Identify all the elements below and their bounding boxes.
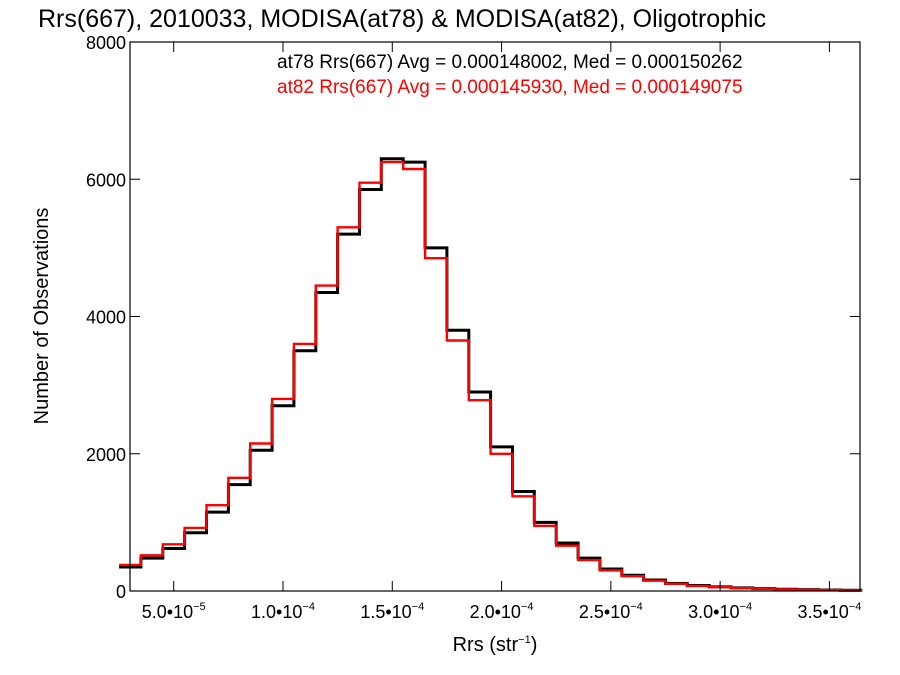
x-tick-exponent: −4 xyxy=(521,601,534,613)
series-line-1 xyxy=(119,160,863,592)
annotation-at78: at78 Rrs(667) Avg = 0.000148002, Med = 0… xyxy=(277,52,743,73)
x-axis-label-text: Rrs (str xyxy=(453,634,519,656)
x-tick-exponent: −5 xyxy=(193,601,206,613)
annotation-at82: at82 Rrs(667) Avg = 0.000145930, Med = 0… xyxy=(277,77,743,98)
x-tick-mantissa: 1.5•10 xyxy=(360,602,411,622)
x-tick-exponent: −4 xyxy=(412,601,425,613)
x-tick-label: 1.5•10−4 xyxy=(360,601,424,622)
x-tick-exponent: −4 xyxy=(849,601,862,613)
x-tick-exponent: −4 xyxy=(630,601,643,613)
y-tick-label: 2000 xyxy=(86,445,126,465)
x-tick-mantissa: 3.5•10 xyxy=(797,602,848,622)
y-tick-label: 8000 xyxy=(86,33,126,53)
y-tick-label: 0 xyxy=(116,582,126,602)
y-tick-label: 4000 xyxy=(86,308,126,328)
x-tick-label: 2.5•10−4 xyxy=(579,601,643,622)
x-tick-mantissa: 5.0•10 xyxy=(142,602,193,622)
chart-title: Rrs(667), 2010033, MODISA(at78) & MODISA… xyxy=(38,5,766,33)
x-tick-mantissa: 3.0•10 xyxy=(688,602,739,622)
plot-series xyxy=(119,157,863,592)
x-tick-label: 5.0•10−5 xyxy=(142,601,206,622)
x-tick-label: 1.0•10−4 xyxy=(251,601,315,622)
y-axis-ticks: 0 2000 4000 6000 8000 xyxy=(86,33,860,602)
x-tick-mantissa: 1.0•10 xyxy=(251,602,302,622)
series-line-0 xyxy=(119,157,863,592)
x-axis-ticks: 5.0•10−5 1.0•10−4 1.5•10−4 2.0•10−4 2.5•10−4… xyxy=(142,42,861,622)
x-axis-label-close: ) xyxy=(531,634,538,656)
x-tick-label: 2.0•10−4 xyxy=(470,601,534,622)
plot-frame xyxy=(129,41,861,592)
x-axis-label-exponent: −1 xyxy=(518,634,531,646)
x-tick-label: 3.5•10−4 xyxy=(797,601,861,622)
x-tick-exponent: −4 xyxy=(302,601,315,613)
y-tick-label: 6000 xyxy=(86,170,126,190)
x-tick-exponent: −4 xyxy=(740,601,753,613)
y-axis-label: Number of Observations xyxy=(31,208,53,425)
x-tick-mantissa: 2.5•10 xyxy=(579,602,630,622)
x-tick-label: 3.0•10−4 xyxy=(688,601,752,622)
x-tick-mantissa: 2.0•10 xyxy=(470,602,521,622)
x-axis-label: Rrs (str−1) xyxy=(453,634,538,656)
